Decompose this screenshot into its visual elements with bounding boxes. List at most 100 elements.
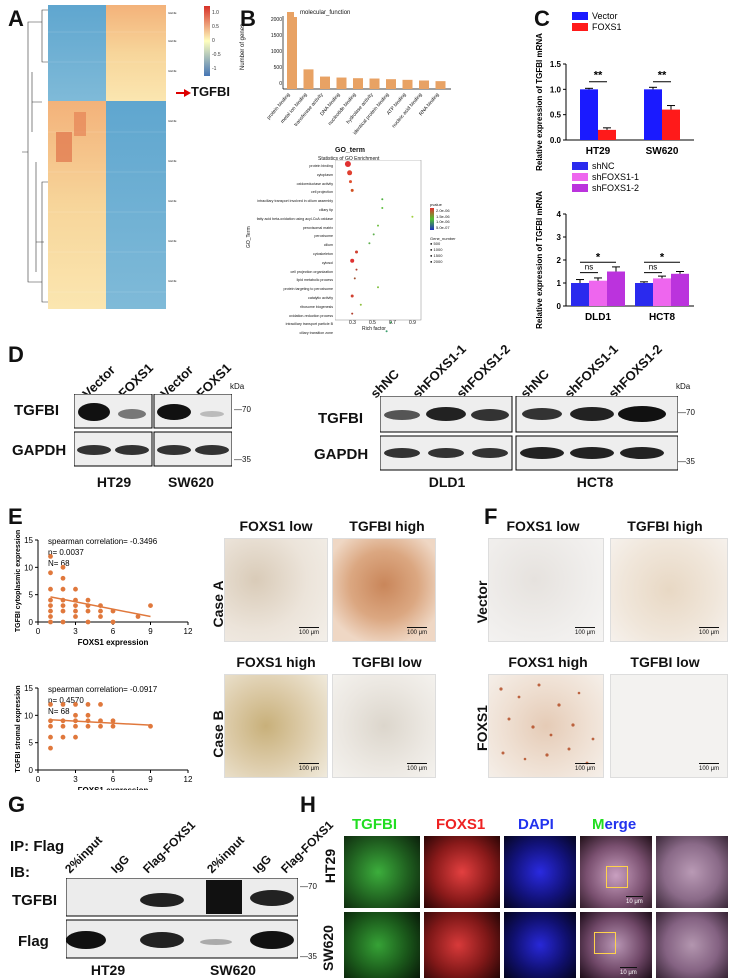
scatter-point — [48, 734, 53, 740]
svg-text:GENE: GENE — [168, 239, 177, 243]
go-bar-categories: protein binding metal ion binding transfer… — [266, 92, 458, 152]
scatter-xlabel: FOXS1 expression — [78, 786, 149, 790]
scatter-point — [60, 603, 66, 608]
qpcr-ytick: 0.5 — [550, 111, 562, 120]
go-term: lipid metabolic process — [296, 278, 333, 283]
if-header-tgfbi: TGFBI — [352, 816, 397, 833]
ihc-f-header: FOXS1 low — [506, 518, 580, 534]
go-dot — [355, 250, 358, 254]
scatter-stat: spearman correlation= -0.0917 — [48, 685, 158, 694]
scatter-point — [148, 603, 153, 608]
ihc-image: 100 μm — [224, 674, 328, 778]
scatter-xtick: 6 — [111, 775, 116, 784]
qpcr-ytick: 0.0 — [550, 136, 562, 145]
go-term: peroxisome — [314, 234, 333, 239]
if-row-ht29: HT29 — [322, 848, 338, 884]
go-term: cilium — [323, 243, 333, 248]
blot-d-kda: kDa — [676, 382, 691, 391]
ihc-scatter-plots: 0 5 10 15 0 3 6 9 12 FOXS1 expression TGFBI cytopl… — [15, 530, 193, 790]
go-bar-ytick: 500 — [273, 65, 282, 71]
qpcr-bar — [580, 89, 598, 140]
if-image — [504, 912, 576, 978]
go-term: cytoskeleton — [313, 251, 333, 256]
scatter-point — [135, 614, 141, 619]
go-bar-ytick: 2000 — [270, 17, 282, 23]
go-dot-xtick: 0.5 — [369, 320, 376, 326]
coip-cell-ht29: HT29 — [90, 962, 126, 978]
scatter-point — [48, 723, 53, 729]
go-term: fatty acid beta-oxidation using acyl-CoA… — [256, 216, 333, 221]
ihc-e-header: TGFBI high — [349, 518, 425, 534]
scatter-xtick: 9 — [148, 627, 153, 636]
qpcr-legend-label: FOXS1 — [592, 22, 622, 32]
go-bar-legend: molecular_function — [300, 10, 351, 16]
coip-marker-70: —70 — [300, 882, 317, 891]
svg-text:GENE: GENE — [168, 119, 177, 123]
scatter-point — [60, 575, 66, 581]
qpcr-ytick: 2 — [557, 256, 562, 265]
if-image — [424, 912, 500, 978]
scatter-ytick: 0 — [29, 766, 34, 775]
qpcr-bar — [589, 280, 607, 306]
coip-ib-label: IB: — [10, 864, 30, 881]
coip-lane: Flag-FOXS1 — [140, 818, 199, 876]
go-dot — [368, 242, 371, 245]
qpcr-ytick: 1.5 — [550, 60, 562, 69]
go-term: oxidation-reduction process — [289, 313, 333, 318]
qpcr-legend-label: shNC — [592, 161, 615, 171]
qpcr-ytick: 1.0 — [550, 85, 562, 94]
go-term: cytoplasm — [316, 172, 333, 177]
qpcr-category: SW620 — [646, 146, 679, 157]
go-dot — [377, 224, 379, 227]
go-dot — [411, 215, 414, 218]
scatter-xtick: 3 — [73, 627, 78, 636]
qpcr-significance: ** — [658, 70, 667, 82]
qpcr-significance: ns — [585, 263, 593, 272]
coip-lane: 2%input — [204, 833, 248, 876]
go-bar-ytick: 1500 — [270, 33, 282, 39]
coip-cell-sw620: SW620 — [210, 962, 256, 978]
if-header-dapi: DAPI — [518, 816, 554, 833]
go-dot — [385, 330, 388, 333]
go-dot-xlabel: Rich factor — [362, 326, 386, 332]
qpcr-legend-swatch — [572, 184, 588, 192]
go-dot-terms: protein binding cytoplasm oxidoreductase a… — [253, 162, 333, 338]
qpcr-legend-swatch — [572, 12, 588, 20]
blot-d-row-gapdh: GAPDH — [314, 446, 369, 463]
scatter-point — [60, 608, 66, 614]
go-bar-ytick: 0 — [279, 81, 282, 87]
qpcr-ytick: 0 — [557, 302, 562, 311]
heatmap-legend-ticks: 1.0 0.5 0 -0.5 -1 — [212, 10, 221, 72]
scatter-point — [110, 723, 116, 729]
scatter-ytick: 15 — [24, 536, 33, 545]
go-dot — [350, 258, 355, 263]
qpcr-significance: * — [660, 251, 665, 263]
qpcr-ytick: 3 — [557, 233, 562, 242]
scatter-xtick: 12 — [184, 775, 193, 784]
qpcr-bar — [671, 273, 689, 306]
qpcr-legend-swatch — [572, 173, 588, 181]
go-bar — [435, 81, 446, 89]
scatter-xlabel: FOXS1 expression — [78, 638, 149, 647]
qpcr-bar — [598, 129, 616, 140]
go-dot — [347, 170, 353, 176]
scatter-stat: p= 0.0037 — [48, 548, 84, 557]
go-dot — [353, 277, 356, 280]
if-header-foxs1: FOXS1 — [436, 816, 486, 833]
qpcr-significance: ns — [649, 263, 657, 272]
scatter-ytick: 0 — [29, 618, 34, 627]
qpcr-charts: 0.0 0.5 1.0 1.5 Relative expression of TGFBI… — [535, 11, 694, 329]
go-bar — [320, 76, 330, 89]
blot-d-marker-35: —35 — [234, 455, 251, 464]
scatter-point — [48, 745, 53, 751]
blot-d-marker-70: —70 — [678, 408, 695, 417]
qpcr-legend-swatch — [572, 162, 588, 170]
go-bar — [419, 80, 429, 89]
scatter-point — [60, 702, 66, 707]
blot-d-row-gapdh: GAPDH — [12, 442, 67, 459]
ihc-image: 100 μm — [610, 538, 728, 642]
scatter-xtick: 12 — [184, 627, 193, 636]
go-term: cell projection — [311, 190, 333, 195]
ihc-e-header: FOXS1 high — [236, 654, 316, 670]
coip-lane: 2%input — [62, 833, 106, 876]
